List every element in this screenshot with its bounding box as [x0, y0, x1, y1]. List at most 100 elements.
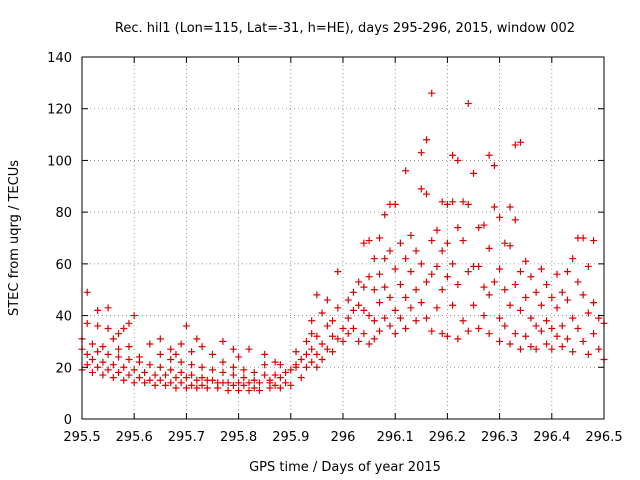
data-point: [193, 376, 201, 384]
data-point: [245, 387, 253, 395]
x-tick-label: 295.7: [168, 430, 205, 445]
data-point: [396, 239, 404, 247]
data-point: [490, 203, 498, 211]
data-point: [443, 200, 451, 208]
y-tick-label: 40: [55, 310, 72, 325]
data-point: [240, 374, 248, 382]
data-point: [125, 356, 133, 364]
data-point: [527, 343, 535, 351]
data-point: [438, 198, 446, 206]
data-point: [104, 350, 112, 358]
data-point: [308, 330, 316, 338]
data-point: [99, 358, 107, 366]
grid-lines: [82, 57, 604, 419]
data-point: [396, 281, 404, 289]
data-point: [522, 332, 530, 340]
data-point: [459, 317, 467, 325]
data-point: [349, 288, 357, 296]
data-point: [496, 265, 504, 273]
data-point: [177, 379, 185, 387]
data-point: [433, 226, 441, 234]
data-point: [511, 330, 519, 338]
data-point: [516, 306, 524, 314]
data-point: [501, 239, 509, 247]
data-point: [360, 330, 368, 338]
data-point: [323, 296, 331, 304]
data-point: [376, 299, 384, 307]
data-point: [266, 384, 274, 392]
data-point: [235, 353, 243, 361]
y-tick-label: 100: [47, 154, 72, 169]
data-point: [532, 322, 540, 330]
data-point: [172, 384, 180, 392]
data-point: [584, 262, 592, 270]
data-point: [438, 286, 446, 294]
data-point: [162, 371, 170, 379]
data-point: [182, 384, 190, 392]
data-point: [188, 371, 196, 379]
data-point: [370, 286, 378, 294]
data-point: [240, 366, 248, 374]
data-point: [381, 255, 389, 263]
data-point: [548, 293, 556, 301]
data-point: [558, 343, 566, 351]
data-point: [188, 381, 196, 389]
y-tick-label: 60: [55, 258, 72, 273]
data-point: [438, 247, 446, 255]
data-point: [590, 299, 598, 307]
data-point: [532, 288, 540, 296]
data-point: [569, 314, 577, 322]
data-point: [433, 304, 441, 312]
data-point: [516, 268, 524, 276]
data-point: [245, 345, 253, 353]
data-point: [454, 281, 462, 289]
data-point: [569, 255, 577, 263]
data-point: [407, 304, 415, 312]
data-point: [470, 169, 477, 177]
data-point: [543, 281, 551, 289]
data-point: [376, 270, 384, 278]
data-point: [156, 350, 164, 358]
data-point: [522, 257, 530, 265]
x-tick-label: 295.6: [116, 430, 153, 445]
x-tick-label: 296.1: [377, 430, 414, 445]
data-point: [167, 356, 175, 364]
x-tick-label: 295.8: [220, 430, 257, 445]
data-point: [188, 361, 196, 369]
data-point: [198, 343, 206, 351]
data-point: [543, 317, 551, 325]
data-point: [266, 376, 274, 384]
data-point: [464, 327, 472, 335]
data-point: [219, 358, 227, 366]
data-point: [563, 296, 571, 304]
data-point: [516, 138, 524, 146]
data-point: [417, 185, 425, 193]
data-point: [235, 379, 243, 387]
data-point: [464, 268, 472, 276]
data-point: [428, 237, 436, 245]
data-point: [94, 348, 102, 356]
data-point: [496, 314, 504, 322]
data-point: [386, 293, 394, 301]
data-point: [423, 278, 431, 286]
data-point: [449, 260, 457, 268]
data-point: [360, 239, 368, 247]
data-point: [496, 337, 504, 345]
x-tick-label: 296.5: [585, 430, 622, 445]
data-point: [402, 293, 410, 301]
data-point: [115, 368, 123, 376]
data-point: [423, 190, 431, 198]
x-tick-label: 296.4: [533, 430, 570, 445]
data-point: [480, 312, 488, 320]
data-point: [156, 363, 164, 371]
data-point: [376, 327, 384, 335]
data-point: [506, 340, 514, 348]
data-point: [135, 358, 143, 366]
data-point: [203, 384, 211, 392]
data-point: [412, 317, 420, 325]
data-point: [590, 330, 598, 338]
data-point: [563, 268, 571, 276]
data-point: [590, 237, 598, 245]
data-point: [198, 363, 206, 371]
data-point: [459, 237, 467, 245]
